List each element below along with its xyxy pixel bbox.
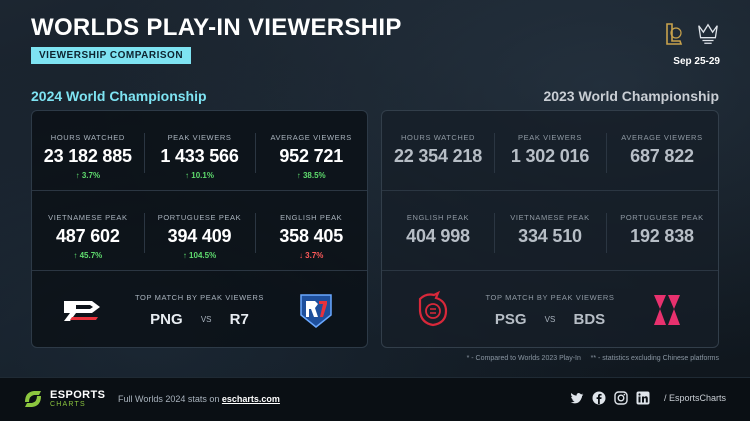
- stat-value: 487 602: [56, 226, 120, 246]
- stat-label: ENGLISH PEAK: [406, 213, 470, 222]
- stat-label: PEAK VIEWERS: [518, 133, 582, 142]
- stat-value: 687 822: [630, 146, 694, 166]
- footnote-compared: * - Compared to Worlds 2023 Play-In: [466, 355, 581, 362]
- facebook-icon[interactable]: [592, 391, 606, 405]
- heading-2024: 2024 World Championship: [31, 88, 207, 104]
- worlds-trophy-logo-icon: [696, 22, 720, 46]
- stat-change: ↑ 45.7%: [73, 251, 103, 260]
- stat-label: AVERAGE VIEWERS: [270, 133, 352, 142]
- brand-sub: CHARTS: [50, 401, 86, 408]
- stat-label: HOURS WATCHED: [400, 133, 476, 142]
- stat-value: 334 510: [518, 226, 582, 246]
- team-a-name: PNG: [150, 311, 183, 328]
- top-match-teams: PNG VS R7: [32, 311, 367, 328]
- stat-value: 358 405: [279, 226, 344, 246]
- heading-2023: 2023 World Championship: [543, 88, 719, 104]
- r7-team-logo-icon: [295, 289, 337, 331]
- footer: ESPORTS CHARTS Full Worlds 2024 stats on…: [0, 377, 750, 421]
- stat-label: PEAK VIEWERS: [167, 133, 232, 142]
- stat-average-viewers: AVERAGE VIEWERS 952 721 ↑ 38.5%: [255, 111, 367, 190]
- stat-label: ENGLISH PEAK: [280, 213, 343, 222]
- stat-label: PORTUGUESE PEAK: [620, 213, 704, 222]
- top-match-teams: PSG VS BDS: [382, 311, 718, 328]
- stat-english-peak: ENGLISH PEAK 404 998: [382, 191, 494, 270]
- footnote-excluding: ** - statistics excluding Chinese platfo…: [590, 355, 719, 362]
- stat-change: ↓ 3.7%: [298, 251, 324, 260]
- promo-prefix: Full Worlds 2024 stats on: [118, 394, 220, 404]
- linkedin-icon[interactable]: [636, 391, 650, 405]
- stat-vietnamese-peak: VIETNAMESE PEAK 334 510: [494, 191, 606, 270]
- twitter-icon[interactable]: [570, 391, 584, 405]
- stats-row: ENGLISH PEAK 404 998 VIETNAMESE PEAK 334…: [382, 191, 718, 271]
- stat-value: 1 433 566: [160, 146, 239, 166]
- stat-change: ↑ 10.1%: [185, 171, 214, 180]
- panel-2024: HOURS WATCHED 23 182 885 ↑ 3.7% PEAK VIE…: [31, 110, 368, 348]
- team-a-name: PSG: [494, 311, 527, 328]
- stat-change: ↑ 104.5%: [182, 251, 217, 260]
- stat-value: 1 302 016: [510, 146, 590, 166]
- escharts-link[interactable]: escharts.com: [221, 394, 280, 404]
- top-match: TOP MATCH BY PEAK VIEWERS PNG VS R7: [32, 271, 367, 349]
- stat-value: 404 998: [406, 226, 470, 246]
- top-match-label: TOP MATCH BY PEAK VIEWERS: [134, 293, 265, 302]
- stat-label: PORTUGUESE PEAK: [157, 213, 242, 222]
- stat-peak-viewers: PEAK VIEWERS 1 433 566 ↑ 10.1%: [143, 111, 256, 190]
- brand-text: ESPORTS CHARTS: [50, 389, 106, 409]
- esports-charts-brand[interactable]: ESPORTS CHARTS: [22, 388, 105, 410]
- stat-value: 952 721: [279, 146, 344, 166]
- promo-text: Full Worlds 2024 stats on escharts.com: [118, 394, 280, 404]
- stat-label: AVERAGE VIEWERS: [621, 133, 703, 142]
- stats-row: VIETNAMESE PEAK 487 602 ↑ 45.7% PORTUGUE…: [32, 191, 367, 271]
- bds-team-logo-icon: [646, 289, 688, 331]
- stats-row: HOURS WATCHED 23 182 885 ↑ 3.7% PEAK VIE…: [32, 111, 367, 191]
- instagram-icon[interactable]: [614, 391, 628, 405]
- stat-value: 23 182 885: [43, 146, 132, 166]
- top-match: TOP MATCH BY PEAK VIEWERS PSG VS BDS: [382, 271, 718, 349]
- team-b-name: R7: [229, 311, 249, 328]
- vs-label: VS: [544, 315, 556, 324]
- stat-average-viewers: AVERAGE VIEWERS 687 822: [606, 111, 718, 190]
- stat-label: VIETNAMESE PEAK: [510, 213, 590, 222]
- stat-portuguese-peak: PORTUGUESE PEAK 394 409 ↑ 104.5%: [143, 191, 256, 270]
- social-links: / EsportsCharts: [570, 391, 726, 405]
- stat-peak-viewers: PEAK VIEWERS 1 302 016: [494, 111, 606, 190]
- psg-team-logo-icon: [412, 289, 454, 331]
- page-title: WORLDS PLAY-IN VIEWERSHIP: [31, 14, 402, 41]
- stats-row: HOURS WATCHED 22 354 218 PEAK VIEWERS 1 …: [382, 111, 718, 191]
- event-logos: [662, 22, 720, 46]
- team-b-name: BDS: [573, 311, 606, 328]
- league-of-legends-logo-icon: [662, 22, 686, 46]
- panel-2023: HOURS WATCHED 22 354 218 PEAK VIEWERS 1 …: [381, 110, 719, 348]
- stat-label: HOURS WATCHED: [50, 133, 125, 142]
- brand-main: ESPORTS: [50, 389, 106, 401]
- stat-change: ↑ 38.5%: [296, 171, 326, 180]
- stat-label: VIETNAMESE PEAK: [48, 213, 128, 222]
- social-handle[interactable]: / EsportsCharts: [663, 393, 726, 403]
- top-match-label: TOP MATCH BY PEAK VIEWERS: [485, 293, 615, 302]
- stat-hours-watched: HOURS WATCHED 22 354 218: [382, 111, 494, 190]
- stat-change: ↑ 3.7%: [75, 171, 101, 180]
- png-team-logo-icon: [62, 289, 104, 331]
- stat-portuguese-peak: PORTUGUESE PEAK 192 838: [606, 191, 718, 270]
- esports-charts-logo-icon: [25, 391, 41, 407]
- date-range: Sep 25-29: [673, 56, 720, 67]
- stat-vietnamese-peak: VIETNAMESE PEAK 487 602 ↑ 45.7%: [32, 191, 144, 270]
- stat-hours-watched: HOURS WATCHED 23 182 885 ↑ 3.7%: [32, 111, 144, 190]
- stat-value: 192 838: [630, 226, 694, 246]
- stat-value: 22 354 218: [393, 146, 483, 166]
- vs-label: VS: [200, 315, 212, 324]
- subtitle-tag: VIEWERSHIP COMPARISON: [31, 47, 192, 64]
- stat-english-peak: ENGLISH PEAK 358 405 ↓ 3.7%: [255, 191, 367, 270]
- stat-value: 394 409: [167, 226, 232, 246]
- footnotes: * - Compared to Worlds 2023 Play-In ** -…: [467, 355, 719, 362]
